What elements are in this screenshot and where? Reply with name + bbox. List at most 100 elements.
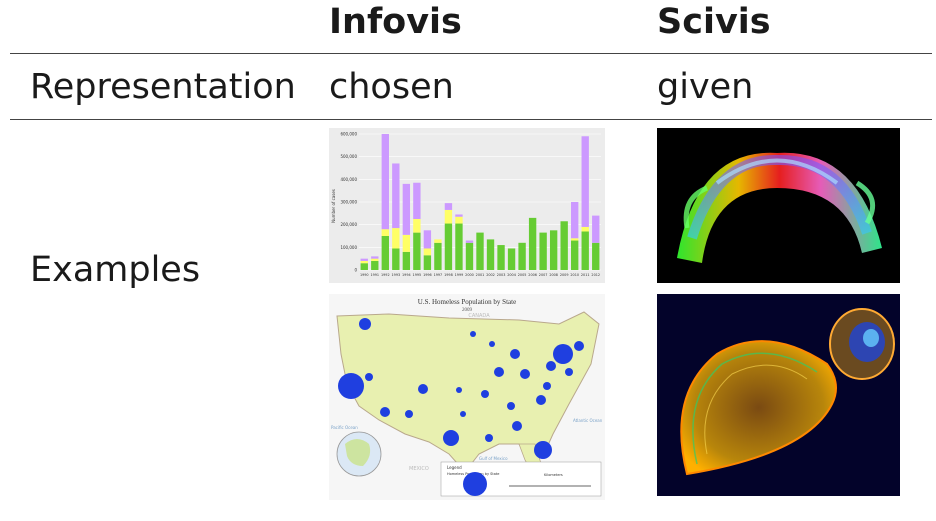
bar-segment <box>402 234 411 252</box>
bar-y-tick-label: 400,000 <box>340 177 357 182</box>
bar-x-tick-label: 2005 <box>518 273 527 277</box>
dti-svg <box>677 152 882 263</box>
bar-segment <box>560 221 568 270</box>
bar-segment <box>360 260 368 264</box>
row-label-examples: Examples <box>30 250 201 290</box>
bar-x-tick-label: 2008 <box>549 273 558 277</box>
bar-segment <box>571 238 579 241</box>
bar-segment <box>413 232 421 270</box>
bar-x-tick-label: 2001 <box>476 273 485 277</box>
bar-segment <box>539 232 547 270</box>
bar-x-tick-label: 2009 <box>560 273 569 277</box>
bubble-fl <box>534 441 552 459</box>
bar-segment <box>592 242 600 270</box>
bar-y-tick-label: 600,000 <box>340 132 357 137</box>
bar-x-tick-label: 1994 <box>402 273 411 277</box>
bar-segment <box>571 240 579 270</box>
bubble-la <box>485 434 493 442</box>
bar-segment <box>507 248 516 270</box>
infovis-bar-chart: 600,000 500,000 400,000 300,000 200,000 100,0… <box>329 128 605 283</box>
bar-segment <box>528 217 537 270</box>
bubble-nj <box>565 368 573 376</box>
header-scivis: Scivis <box>657 2 771 42</box>
bubble-or <box>365 373 373 381</box>
bar-segment <box>476 232 484 270</box>
bubble-hi <box>463 472 487 496</box>
bar-segment <box>434 242 442 270</box>
bar-segment <box>549 230 558 270</box>
map-title: U.S. Homeless Population by State <box>418 298 516 306</box>
bar-x-tick-label: 1993 <box>392 273 401 277</box>
bar-x-tick-label: 1995 <box>413 273 422 277</box>
bar-x-tick-label: 1996 <box>423 273 432 277</box>
bar-segment <box>371 260 379 270</box>
bar-segment <box>444 209 453 224</box>
bar-x-tick-label: 1990 <box>360 273 369 277</box>
bubble-mo <box>481 390 489 398</box>
bubble-ks <box>456 387 462 393</box>
map-atlantic-label: Atlantic Ocean <box>573 418 603 423</box>
bubble-wi <box>489 341 495 347</box>
bar-x-tick-label: 2010 <box>570 273 579 277</box>
bar-x-tick-label: 1999 <box>455 273 464 277</box>
cell-scivis-representation: given <box>657 67 754 107</box>
bar-segment <box>571 202 579 239</box>
bubble-mi <box>510 349 520 359</box>
bar-x-tick-label: 2006 <box>528 273 537 277</box>
bar-segment <box>581 231 589 270</box>
bubble-il <box>494 367 504 377</box>
bubble-pa <box>546 361 556 371</box>
bar-segment <box>497 245 505 270</box>
row-rule <box>10 119 932 120</box>
bar-segment <box>465 242 474 270</box>
row-label-representation: Representation <box>30 67 296 107</box>
bar-y-tick-label: 500,000 <box>340 154 357 159</box>
bar-segment <box>455 223 463 270</box>
bar-segment <box>381 229 389 236</box>
bar-y-tick-label: 0 <box>354 268 357 273</box>
bubble-nv <box>380 407 390 417</box>
map-pacific-label: Pacific Ocean <box>331 425 358 430</box>
bar-segment <box>381 134 389 230</box>
bar-segment <box>392 248 400 270</box>
bar-y-tick-label: 300,000 <box>340 200 357 205</box>
bar-segment <box>465 240 474 243</box>
bar-chart-ylabel: Number of cases <box>331 189 336 223</box>
bubble-mn <box>470 331 476 337</box>
bar-x-tick-label: 2004 <box>507 273 516 277</box>
bubble-va <box>543 382 551 390</box>
bar-segment <box>423 230 432 249</box>
bubble-map-svg: U.S. Homeless Population by State 2009 C… <box>329 294 605 500</box>
header-infovis: Infovis <box>329 2 462 42</box>
bubble-ma <box>574 341 584 351</box>
bar-segment <box>444 203 453 210</box>
bar-segment <box>392 228 400 249</box>
bar-x-tick-label: 1998 <box>444 273 453 277</box>
bubble-wa <box>359 318 371 330</box>
bar-segment <box>518 242 526 270</box>
bubble-ga <box>512 421 522 431</box>
bar-segment <box>360 258 368 261</box>
bar-x-tick-label: 1991 <box>370 273 379 277</box>
bar-segment <box>360 263 368 270</box>
bar-x-tick-label: 1997 <box>434 273 443 277</box>
bubble-ok <box>460 411 466 417</box>
bubble-nc <box>536 395 546 405</box>
bar-x-tick-label: 1992 <box>381 273 390 277</box>
scivis-dti-image <box>657 128 900 283</box>
bar-chart-svg: 600,000 500,000 400,000 300,000 200,000 100,0… <box>331 132 601 277</box>
bar-segment <box>486 239 495 270</box>
bar-segment <box>581 136 589 227</box>
map-gulf-label: Gulf of Mexico <box>479 456 508 461</box>
bubble-co <box>418 384 428 394</box>
bar-x-tick-label: 2003 <box>497 273 506 277</box>
bar-segment <box>455 216 463 224</box>
bar-segment <box>413 182 421 219</box>
bar-x-tick-label: 2000 <box>465 273 474 277</box>
map-bubbles <box>338 318 584 496</box>
bar-segment <box>402 251 411 270</box>
map-canada-label: CANADA <box>468 313 490 319</box>
bubble-ny <box>553 344 573 364</box>
bar-segment <box>413 219 421 233</box>
bubble-oh <box>520 369 530 379</box>
